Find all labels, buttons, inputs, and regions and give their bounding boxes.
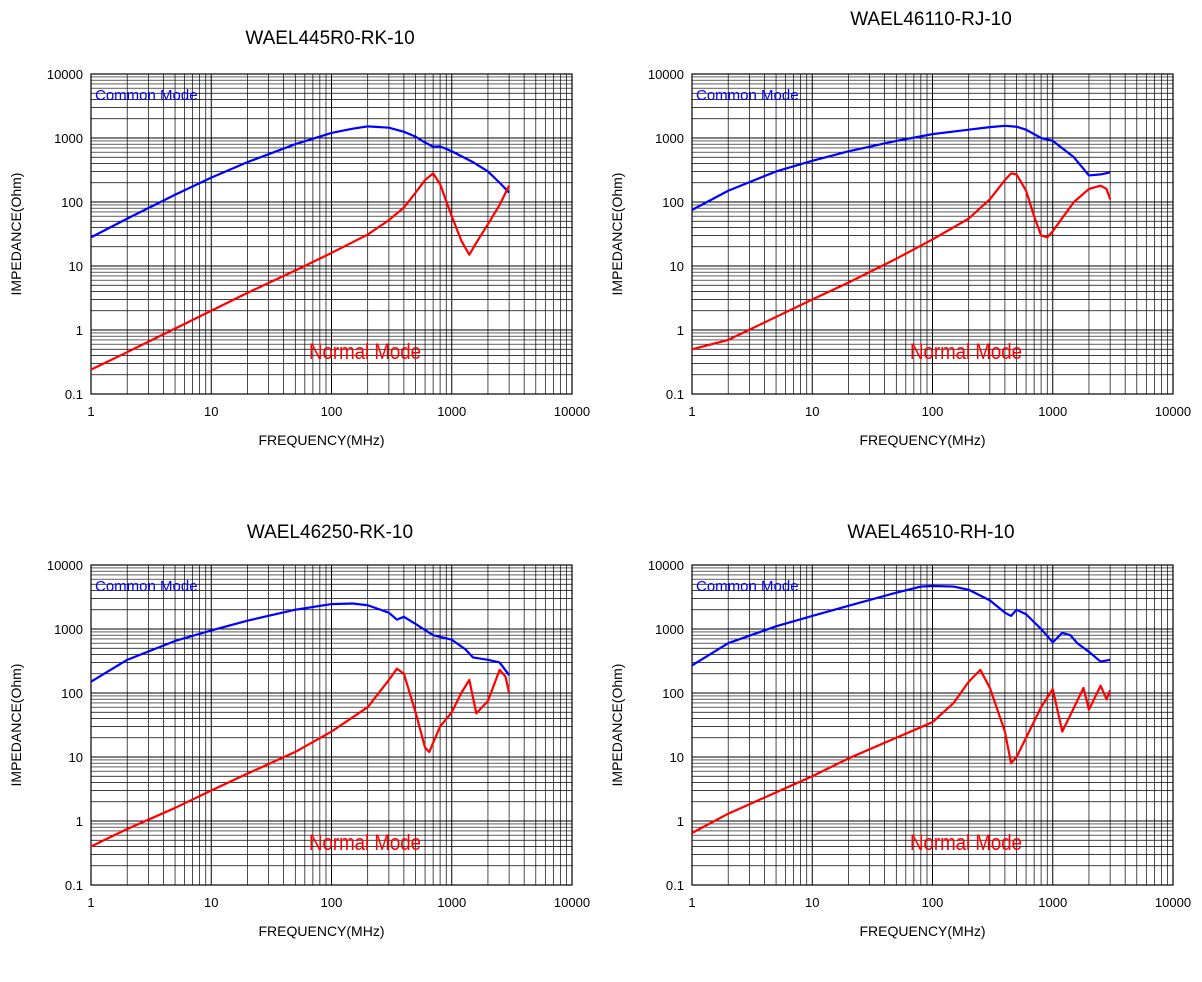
plot-frame: [90, 564, 573, 886]
y-axis-label: IMPEDANCE(Ohm): [609, 664, 625, 787]
normal-mode-label: Normal Mode: [309, 830, 421, 855]
y-tick-label: 1: [76, 814, 83, 829]
normal-mode-series-line: [90, 667, 511, 848]
x-tick-label: 1: [688, 404, 695, 419]
x-axis-label: FREQUENCY(MHz): [259, 432, 385, 448]
y-tick-label: 100: [61, 195, 83, 210]
grid: [691, 74, 1173, 395]
x-tick-label: 10000: [554, 404, 590, 419]
y-tick-label: 100: [61, 686, 83, 701]
y-axis-label: IMPEDANCE(Ohm): [8, 173, 24, 296]
x-axis-label: FREQUENCY(MHz): [259, 923, 385, 939]
x-tick-label: 1000: [1038, 895, 1067, 910]
y-tick-label: 1: [677, 323, 684, 338]
common-mode-label: Common Mode: [95, 87, 198, 104]
y-tick-label: 0.1: [65, 878, 83, 893]
y-tick-label: 10: [69, 259, 83, 274]
x-tick-label: 100: [922, 895, 944, 910]
common-mode-series-line: [90, 125, 510, 239]
x-tick-label: 1000: [437, 404, 466, 419]
y-tick-label: 10000: [47, 558, 83, 573]
x-tick-label: 10000: [554, 895, 590, 910]
y-tick-label: 0.1: [65, 387, 83, 402]
common-mode-label: Common Mode: [696, 87, 799, 104]
normal-mode-series-line: [691, 668, 1112, 834]
x-tick-label: 1000: [1038, 404, 1067, 419]
y-tick-label: 10: [69, 750, 83, 765]
common-mode-series-line: [90, 602, 511, 683]
x-axis-label: FREQUENCY(MHz): [860, 432, 986, 448]
y-axis-label: IMPEDANCE(Ohm): [609, 173, 625, 296]
normal-mode-label: Normal Mode: [910, 339, 1022, 364]
y-tick-label: 0.1: [666, 387, 684, 402]
y-tick-label: 10: [670, 750, 684, 765]
common-mode-label: Common Mode: [696, 578, 799, 595]
x-axis-label: FREQUENCY(MHz): [860, 923, 986, 939]
x-tick-label: 10: [805, 895, 819, 910]
chart-svg: WAEL46250-RK-10 1 10 100 1000 10000 0.1 1 10 100 1…: [8, 522, 590, 939]
y-tick-label: 100: [662, 195, 684, 210]
x-tick-label: 100: [321, 404, 343, 419]
y-tick-label: 10000: [47, 67, 83, 82]
y-axis-label: IMPEDANCE(Ohm): [8, 664, 24, 787]
chart-svg: WAEL46510-RH-10 1 10 100 1000 10000 0.1 1 10 100 1…: [609, 522, 1191, 939]
y-tick-label: 10000: [648, 67, 684, 82]
y-tick-label: 1000: [655, 622, 684, 637]
x-tick-label: 100: [321, 895, 343, 910]
normal-mode-series-line: [90, 172, 511, 371]
normal-mode-label: Normal Mode: [309, 339, 421, 364]
common-mode-series-line: [691, 584, 1111, 667]
x-tick-label: 100: [922, 404, 944, 419]
chart-panel-3: WAEL46250-RK-10 1 10 100 1000 10000 0.1 1 10 100 1…: [0, 491, 601, 982]
chart-title: WAEL445R0-RK-10: [245, 28, 414, 49]
x-tick-label: 10: [805, 404, 819, 419]
chart-panel-4: WAEL46510-RH-10 1 10 100 1000 10000 0.1 1 10 100 1…: [601, 491, 1202, 982]
common-mode-label: Common Mode: [95, 578, 198, 595]
y-tick-label: 1: [76, 323, 83, 338]
x-tick-label: 10: [204, 404, 218, 419]
plot-frame: [691, 564, 1174, 886]
normal-mode-label: Normal Mode: [910, 830, 1022, 855]
chart-svg: WAEL46110-RJ-10 1 10 100 1000 10000 0.1 1 10 100 1…: [609, 9, 1191, 448]
normal-mode-series-line: [691, 172, 1112, 351]
chart-title: WAEL46110-RJ-10: [850, 9, 1012, 30]
plot-frame: [90, 73, 573, 395]
chart-title: WAEL46250-RK-10: [247, 522, 413, 543]
y-tick-label: 1000: [54, 131, 83, 146]
chart-panel-1: WAEL445R0-RK-10 1 10 100 1000 10000 0.1 1 10 100 1…: [0, 0, 601, 491]
common-mode-series-line: [691, 124, 1111, 211]
y-tick-label: 100: [662, 686, 684, 701]
y-tick-label: 10000: [648, 558, 684, 573]
chart-svg: WAEL445R0-RK-10 1 10 100 1000 10000 0.1 1 10 100 1…: [8, 28, 590, 448]
x-tick-label: 1: [688, 895, 695, 910]
x-tick-label: 10000: [1155, 895, 1191, 910]
x-tick-label: 1000: [437, 895, 466, 910]
x-tick-label: 1: [87, 404, 94, 419]
y-tick-label: 1000: [54, 622, 83, 637]
chart-title: WAEL46510-RH-10: [847, 522, 1014, 543]
y-tick-label: 0.1: [666, 878, 684, 893]
x-tick-label: 10: [204, 895, 218, 910]
y-tick-label: 1000: [655, 131, 684, 146]
x-tick-label: 1: [87, 895, 94, 910]
chart-panel-2: WAEL46110-RJ-10 1 10 100 1000 10000 0.1 1 10 100 1…: [601, 0, 1202, 491]
y-tick-label: 10: [670, 259, 684, 274]
x-tick-label: 10000: [1155, 404, 1191, 419]
plot-frame: [691, 73, 1174, 395]
grid: [90, 74, 572, 395]
y-tick-label: 1: [677, 814, 684, 829]
